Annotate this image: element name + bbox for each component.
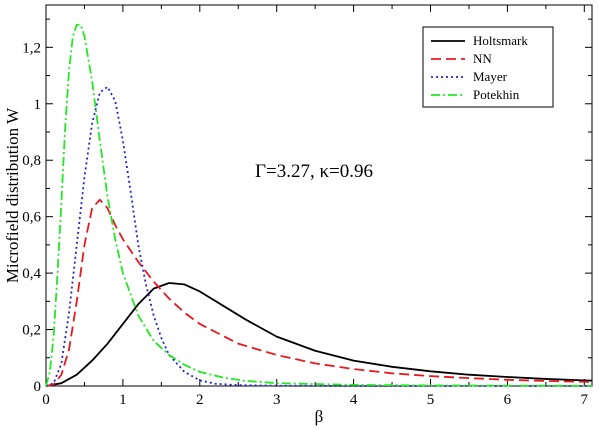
x-tick-label: 6 bbox=[504, 392, 512, 408]
plot-frame bbox=[45, 4, 593, 387]
x-tick-label: 1 bbox=[119, 392, 127, 408]
y-tick-label: 0 bbox=[34, 379, 42, 395]
y-tick-label: 0,6 bbox=[22, 210, 41, 226]
x-tick-label: 7 bbox=[581, 392, 589, 408]
x-axis-title: β bbox=[315, 407, 324, 426]
x-tick-label: 3 bbox=[273, 392, 281, 408]
x-tick-label: 5 bbox=[427, 392, 435, 408]
y-axis-title: Microfield distribution W bbox=[3, 107, 22, 283]
y-tick-label: 1 bbox=[34, 97, 42, 113]
y-tick-label: 0,4 bbox=[22, 266, 41, 282]
x-tick-label: 0 bbox=[42, 392, 50, 408]
series-line-potekhin bbox=[45, 23, 593, 387]
y-tick-label: 0,8 bbox=[22, 153, 41, 169]
legend-label-mayer: Mayer bbox=[473, 69, 508, 84]
legend-label-holtsmark: Holtsmark bbox=[473, 33, 528, 48]
series-line-nn bbox=[45, 198, 593, 387]
x-tick-label: 4 bbox=[350, 392, 358, 408]
series-line-mayer bbox=[45, 85, 592, 387]
chart-annotation: Γ=3.27, κ=0.96 bbox=[255, 161, 373, 182]
legend-label-nn: NN bbox=[473, 51, 492, 66]
legend-label-potekhin: Potekhin bbox=[473, 87, 520, 102]
series-line-holtsmark bbox=[45, 282, 593, 387]
y-tick-label: 1,2 bbox=[22, 40, 41, 56]
y-tick-label: 0,2 bbox=[22, 323, 41, 339]
x-tick-label: 2 bbox=[196, 392, 204, 408]
